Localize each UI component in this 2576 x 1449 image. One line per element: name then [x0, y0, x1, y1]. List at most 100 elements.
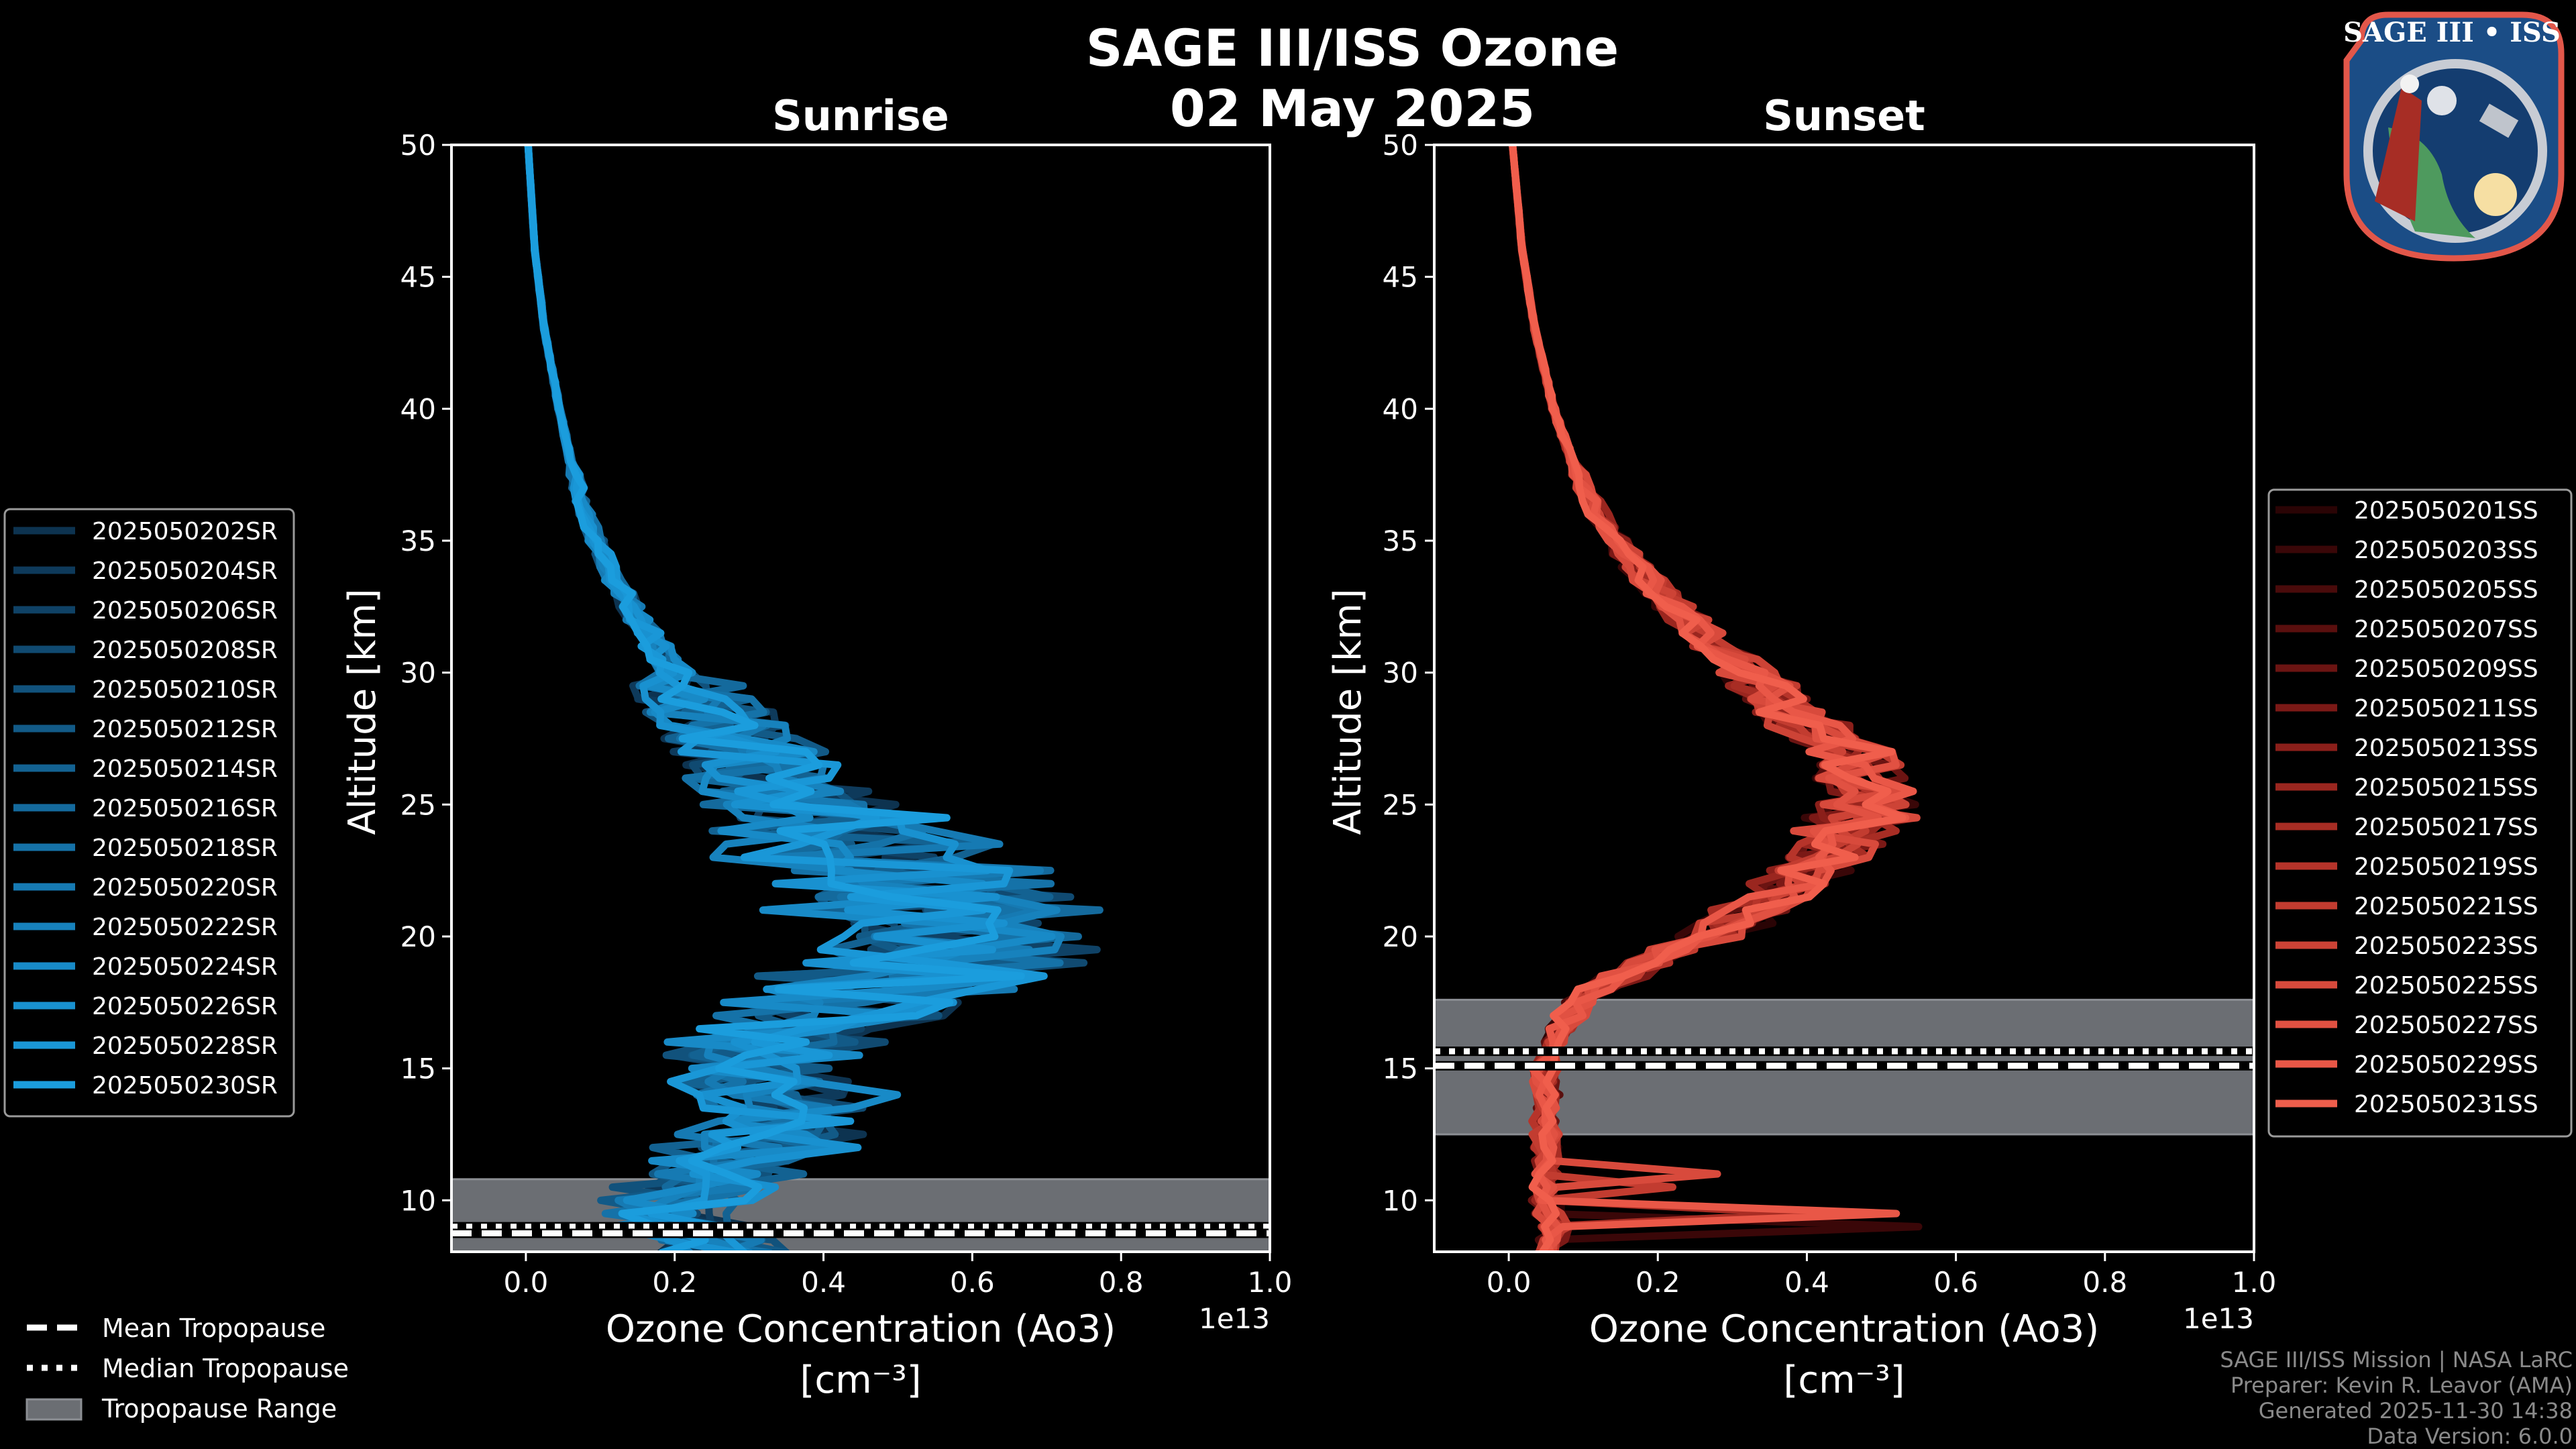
legend-label: 2025050212SR — [92, 716, 278, 743]
plot-area — [1434, 145, 2254, 1252]
legend-box — [2267, 488, 2573, 1138]
legend-label: 2025050201SS — [2354, 497, 2538, 525]
legend-label: 2025050205SS — [2354, 576, 2538, 604]
footer-mission: SAGE III/ISS Mission | NASA LaRC — [2220, 1347, 2573, 1373]
x-tick-label: 0.6 — [950, 1266, 995, 1299]
y-tick-label: 45 — [400, 261, 436, 294]
x-tick-label: 0.8 — [2082, 1266, 2127, 1299]
legend-label: 2025050210SR — [92, 676, 278, 704]
tropopause-range-band — [451, 1178, 1270, 1252]
legend-label: 2025050224SR — [92, 953, 278, 981]
legend-mean-tropopause-label: Mean Tropopause — [102, 1313, 325, 1343]
y-tick-label: 10 — [1383, 1184, 1418, 1217]
sage-iii-iss-logo: SAGE III • ISS — [2343, 11, 2565, 262]
legend-label: 2025050216SR — [92, 795, 278, 822]
legend-label: 2025050208SR — [92, 637, 278, 664]
legend-box — [3, 508, 295, 1118]
x-tick-label: 0.4 — [801, 1266, 846, 1299]
y-tick-label: 35 — [1383, 525, 1418, 557]
y-tick-label: 20 — [400, 920, 436, 953]
x-tick-label: 0.0 — [1487, 1266, 1532, 1299]
y-tick-label: 25 — [400, 788, 436, 821]
panel-title: Sunrise — [772, 91, 949, 140]
series-legend: 2025050202SR 2025050204SR 2025050206SR 2025… — [3, 508, 295, 1118]
y-tick-label: 15 — [400, 1053, 436, 1085]
x-scale-offset-label: 1e13 — [2183, 1302, 2254, 1335]
x-tick-label: 0.8 — [1099, 1266, 1144, 1299]
x-tick-label: 0.4 — [1784, 1266, 1829, 1299]
legend-label: 2025050221SS — [2354, 893, 2538, 920]
y-axis-label: Altitude [km] — [341, 588, 384, 835]
y-tick-label: 25 — [1383, 788, 1418, 821]
x-axis-label: Ozone Concentration (Ao3) — [1589, 1307, 2099, 1351]
sunrise-panel: 0.0 0.2 0.4 0.6 0.8 1.0 10 15 20 25 30 35 40 45 50 Sunr… — [3, 91, 1293, 1402]
axes-frame — [450, 144, 1271, 1253]
x-tick-label: 0.2 — [1635, 1266, 1680, 1299]
sunset-panel: 0.0 0.2 0.4 0.6 0.8 1.0 10 15 20 25 30 35 40 45 50 Suns… — [1326, 91, 2573, 1402]
legend-label: 2025050211SS — [2354, 695, 2538, 722]
legend-tropopause-range-swatch — [25, 1398, 83, 1421]
x-tick-label: 1.0 — [1248, 1266, 1293, 1299]
legend-label: 2025050219SS — [2354, 853, 2538, 881]
x-axis-unit: [cm⁻³] — [1783, 1358, 1904, 1402]
legend-median-tropopause-label: Median Tropopause — [102, 1354, 349, 1383]
y-tick-label: 40 — [400, 392, 436, 425]
y-tick-label: 30 — [400, 657, 436, 690]
footer-preparer: Preparer: Kevin R. Leavor (AMA) — [2231, 1373, 2573, 1398]
legend-label: 2025050217SS — [2354, 814, 2538, 841]
footer-data-version: Data Version: 6.0.0 — [2367, 1424, 2573, 1449]
legend-label: 2025050222SR — [92, 914, 278, 941]
y-tick-label: 35 — [400, 525, 436, 557]
footer-credits: SAGE III/ISS Mission | NASA LaRC Prepare… — [2220, 1347, 2573, 1449]
y-tick-label: 45 — [1383, 261, 1418, 294]
x-axis-unit: [cm⁻³] — [800, 1358, 921, 1402]
x-axis-label: Ozone Concentration (Ao3) — [606, 1307, 1116, 1351]
legend-label: 2025050228SR — [92, 1032, 278, 1060]
legend-tropopause-range-label: Tropopause Range — [101, 1394, 337, 1424]
profile-line-2025050226SR — [524, 145, 1008, 1252]
legend-label: 2025050223SS — [2354, 932, 2538, 960]
legend-label: 2025050226SR — [92, 993, 278, 1020]
legend-label: 2025050203SS — [2354, 537, 2538, 564]
legend-label: 2025050225SS — [2354, 972, 2538, 1000]
y-tick-label: 20 — [1383, 920, 1418, 953]
legend-label: 2025050230SR — [92, 1072, 278, 1099]
figure-date: 02 May 2025 — [1170, 78, 1535, 138]
legend-label: 2025050214SR — [92, 755, 278, 783]
legend-label: 2025050209SS — [2354, 655, 2538, 683]
legend-label: 2025050220SR — [92, 874, 278, 902]
legend-label: 2025050227SS — [2354, 1012, 2538, 1039]
x-tick-label: 1.0 — [2232, 1266, 2277, 1299]
legend-label: 2025050218SR — [92, 835, 278, 862]
x-scale-offset-label: 1e13 — [1199, 1302, 1270, 1335]
x-tick-label: 0.0 — [504, 1266, 549, 1299]
axes-frame — [1433, 144, 2255, 1253]
plot-area — [451, 145, 1270, 1252]
panel-title: Sunset — [1763, 91, 1925, 140]
footer-generated: Generated 2025-11-30 14:38 — [2259, 1398, 2573, 1424]
legend-label: 2025050206SR — [92, 597, 278, 625]
profile-line-2025050222SR — [524, 145, 1065, 1252]
tropopause-legend: Mean Tropopause Median Tropopause Tropop… — [25, 1313, 349, 1424]
y-tick-label: 40 — [1383, 392, 1418, 425]
y-axis-label: Altitude [km] — [1326, 588, 1370, 835]
legend-label: 2025050215SS — [2354, 774, 2538, 802]
legend-label: 2025050231SS — [2354, 1091, 2538, 1118]
y-tick-label: 15 — [1383, 1053, 1418, 1085]
legend-label: 2025050204SR — [92, 557, 278, 585]
y-tick-label: 50 — [1383, 129, 1418, 162]
x-tick-label: 0.6 — [1933, 1266, 1978, 1299]
series-legend: 2025050201SS 2025050203SS 2025050205SS 2025… — [2267, 488, 2573, 1138]
y-tick-label: 30 — [1383, 657, 1418, 690]
legend-label: 2025050207SS — [2354, 616, 2538, 643]
profile-line-2025050230SR — [524, 145, 1025, 1252]
legend-label: 2025050202SR — [92, 518, 278, 545]
y-tick-label: 50 — [400, 129, 436, 162]
x-tick-label: 0.2 — [652, 1266, 697, 1299]
legend-label: 2025050213SS — [2354, 735, 2538, 762]
figure-title: SAGE III/ISS Ozone — [1086, 18, 1619, 78]
svg-text:SAGE III • ISS: SAGE III • ISS — [2343, 17, 2561, 48]
legend-label: 2025050229SS — [2354, 1051, 2538, 1079]
y-tick-label: 10 — [400, 1184, 436, 1217]
